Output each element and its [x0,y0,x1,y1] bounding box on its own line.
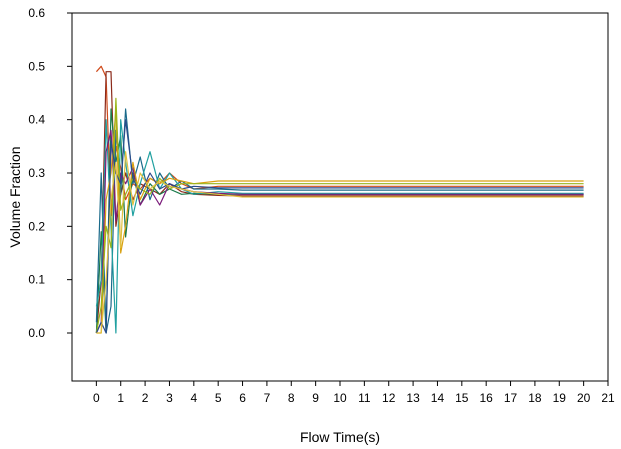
x-tick-label: 4 [190,391,197,405]
x-tick-label: 11 [358,391,371,405]
x-tick-label: 7 [264,391,271,405]
x-tick-label: 6 [239,391,246,405]
x-axis-title: Flow Time(s) [300,429,380,445]
x-tick-label: 18 [528,391,542,405]
y-axis-ticks: 0.0 0.1 0.2 0.3 0.4 0.5 0.6 [28,6,72,340]
y-tick-label: 0.4 [28,113,45,127]
y-tick-label: 0.5 [28,59,45,73]
x-tick-label: 9 [312,391,319,405]
x-tick-label: 5 [215,391,222,405]
series-line [95,119,584,334]
plot-lines [95,65,584,334]
y-tick-label: 0.1 [28,273,45,287]
y-axis-title: Volume Fraction [7,146,23,247]
x-tick-label: 15 [455,391,469,405]
series-line [95,108,584,334]
x-tick-label: 2 [142,391,149,405]
y-tick-label: 0.3 [28,166,45,180]
x-tick-label: 1 [117,391,124,405]
series-line [95,97,584,334]
x-tick-label: 12 [382,391,396,405]
x-tick-label: 14 [431,391,445,405]
series-line [96,108,584,334]
x-tick-label: 16 [480,391,494,405]
x-tick-label: 0 [93,391,100,405]
x-tick-label: 20 [577,391,591,405]
series-line [96,151,584,334]
x-tick-label: 19 [553,391,567,405]
series-line [95,108,584,334]
x-tick-label: 3 [166,391,173,405]
x-tick-label: 10 [333,391,347,405]
x-axis-ticks: 0 1 2 3 4 5 6 7 8 9 10 11 12 13 14 15 16 17 18 19 20 21 [93,381,615,405]
x-tick-label: 17 [504,391,518,405]
y-tick-label: 0.0 [28,326,45,340]
x-tick-label: 8 [288,391,295,405]
series-line [95,129,584,334]
x-tick-label: 13 [406,391,420,405]
y-tick-label: 0.6 [28,6,45,20]
series-line [95,119,584,334]
series-line [95,71,584,334]
x-tick-label: 21 [601,391,615,405]
y-tick-label: 0.2 [28,219,45,233]
